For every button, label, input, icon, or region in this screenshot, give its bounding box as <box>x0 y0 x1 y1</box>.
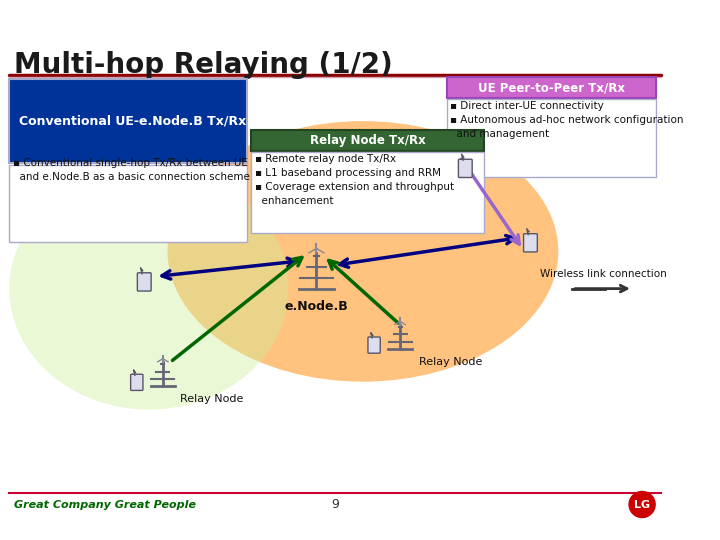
Text: Relay Node Tx/Rx: Relay Node Tx/Rx <box>310 134 426 147</box>
FancyBboxPatch shape <box>368 337 380 353</box>
Text: Wireless link connection: Wireless link connection <box>540 269 667 279</box>
FancyBboxPatch shape <box>251 131 484 151</box>
FancyBboxPatch shape <box>459 159 472 178</box>
Circle shape <box>629 491 655 517</box>
Text: Great Company Great People: Great Company Great People <box>14 500 196 510</box>
Text: ▪ Direct inter-UE connectivity
▪ Autonomous ad-hoc network configuration
  and m: ▪ Direct inter-UE connectivity ▪ Autonom… <box>451 100 684 139</box>
FancyBboxPatch shape <box>9 79 247 163</box>
FancyBboxPatch shape <box>138 273 151 291</box>
Text: LG: LG <box>634 500 650 510</box>
FancyBboxPatch shape <box>446 99 656 177</box>
Text: 9: 9 <box>331 498 339 511</box>
Text: ▪ Conventional single-hop Tx/Rx between UE
  and e.Node.B as a basic connection : ▪ Conventional single-hop Tx/Rx between … <box>13 158 250 183</box>
Text: Conventional UE-e.Node.B Tx/Rx: Conventional UE-e.Node.B Tx/Rx <box>19 114 246 127</box>
Text: Multi-hop Relaying (1/2): Multi-hop Relaying (1/2) <box>14 51 392 79</box>
FancyBboxPatch shape <box>251 152 484 233</box>
FancyBboxPatch shape <box>523 234 537 252</box>
Ellipse shape <box>168 121 558 382</box>
Ellipse shape <box>9 167 289 409</box>
Text: e.Node.B: e.Node.B <box>284 300 348 313</box>
Text: ▪ Remote relay node Tx/Rx
▪ L1 baseband processing and RRM
▪ Coverage extension : ▪ Remote relay node Tx/Rx ▪ L1 baseband … <box>255 154 454 206</box>
FancyBboxPatch shape <box>130 374 143 390</box>
FancyBboxPatch shape <box>446 77 656 98</box>
Text: Relay Node: Relay Node <box>179 394 243 404</box>
FancyBboxPatch shape <box>9 165 247 242</box>
Text: UE Peer-to-Peer Tx/Rx: UE Peer-to-Peer Tx/Rx <box>478 81 626 94</box>
Text: Relay Node: Relay Node <box>419 356 482 367</box>
